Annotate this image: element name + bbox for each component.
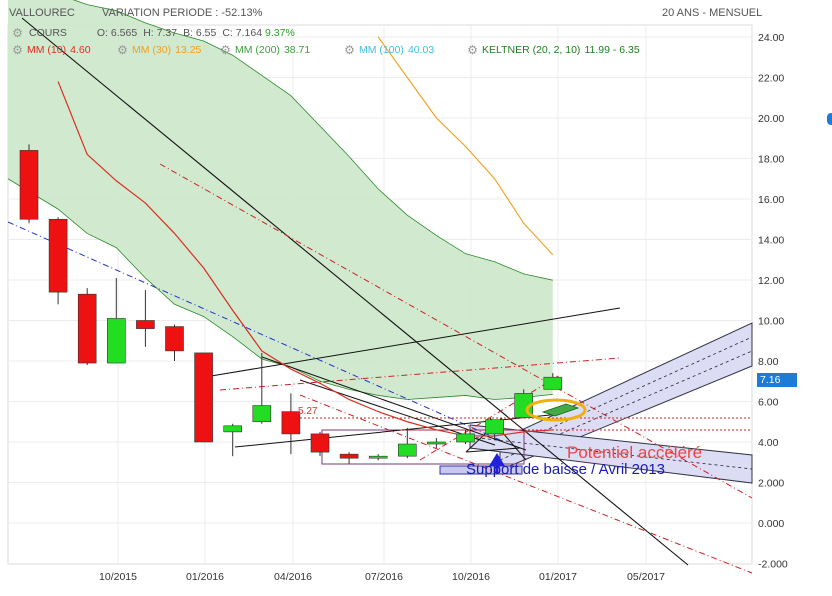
support-box: [439, 465, 523, 475]
red-dashdot-line: [159, 163, 753, 499]
up-arrow-icon: [489, 453, 505, 466]
x-tick-label: 01/2016: [186, 571, 224, 583]
channel-midline: [469, 436, 753, 470]
period-label: 20 ANS - MENSUEL: [662, 7, 763, 19]
up-candle: [397, 443, 417, 457]
trend-line: [465, 447, 521, 453]
legend-item[interactable]: ⚙ KELTNER (20, 2, 10) 11.99 - 6.35: [467, 42, 640, 57]
down-candle: [310, 433, 330, 453]
x-tick-label: 04/2016: [274, 571, 312, 583]
highlight-ellipse: [525, 398, 587, 422]
gear-icon[interactable]: ⚙: [12, 42, 23, 57]
legend-label: MM (200): [235, 44, 280, 56]
channel-midline: [499, 336, 753, 452]
legend-item[interactable]: ⚙ MM (10) 4.60: [12, 42, 91, 57]
y-tick-label: 0.000: [758, 518, 784, 530]
down-candle: [19, 150, 39, 220]
up-candle: [252, 405, 272, 423]
down-candle: [194, 352, 213, 443]
cours-label: COURS: [29, 27, 67, 39]
legend-item[interactable]: ⚙ MM (100) 40.03: [344, 42, 435, 57]
down-candle: [339, 453, 359, 459]
down-candle: [165, 326, 184, 352]
x-tick-label: 10/2016: [452, 571, 490, 583]
legend-value: 4.60: [70, 44, 91, 56]
up-candle: [485, 419, 504, 435]
red-dashdot-line: [299, 394, 753, 574]
y-tick-label: 8.00: [758, 356, 779, 368]
channel-midline: [499, 350, 753, 461]
legend-label: MM (30): [132, 44, 172, 56]
up-candle: [427, 441, 446, 445]
up-candle: [223, 425, 242, 433]
y-tick-label: 24.00: [758, 32, 784, 44]
y-tick-label: 2.000: [758, 478, 784, 490]
gear-icon[interactable]: ⚙: [467, 42, 478, 57]
gear-icon[interactable]: ⚙: [220, 42, 231, 57]
gear-icon[interactable]: ⚙: [12, 25, 23, 40]
ohlc-readout: ⚙ COURS O: 6.565 H: 7.37 B: 6.55 C: 7.16…: [12, 25, 295, 40]
y-tick-label: 10.00: [758, 316, 784, 328]
y-tick-label: 20.00: [758, 113, 784, 125]
legend-value: 13.25: [175, 44, 202, 56]
y-tick-label: -2.000: [758, 559, 788, 571]
y-tick-label: 18.00: [758, 154, 784, 166]
gear-icon[interactable]: ⚙: [344, 42, 355, 57]
change-value: 9.37%: [265, 27, 295, 39]
keltner-upper-line: [72, 0, 553, 281]
level-label: 5.27: [298, 406, 318, 417]
down-candle: [48, 218, 68, 293]
legend-value: 11.99 - 6.35: [584, 44, 640, 56]
keltner-band: [8, 0, 553, 400]
legend-value: 38.71: [283, 44, 311, 56]
low-value: B: 6.55: [183, 27, 217, 39]
y-tick-label: 22.00: [758, 73, 784, 85]
mm-30--line: [377, 36, 554, 256]
legend-item[interactable]: ⚙ MM (30) 13.25: [117, 42, 202, 57]
major-downtrend-line: [21, 17, 689, 566]
potential-annotation: Potentiel accéléré: [567, 443, 703, 462]
gear-icon[interactable]: ⚙: [117, 42, 128, 57]
x-tick-label: 05/2017: [627, 571, 665, 583]
y-tick-label: 16.00: [758, 194, 784, 206]
up-candle: [368, 455, 388, 459]
last-price-badge: 7.16: [757, 373, 797, 387]
resistance-line: [204, 307, 621, 378]
up-candle: [456, 433, 475, 443]
down-candle: [136, 320, 155, 329]
down-candle: [281, 411, 301, 435]
up-candle: [543, 376, 563, 390]
open-value: O: 6.565: [96, 27, 138, 39]
symbol-label: VALLOUREC: [9, 7, 75, 19]
up-candle: [107, 318, 126, 364]
x-tick-label: 07/2016: [365, 571, 403, 583]
scroll-handle[interactable]: [827, 113, 832, 125]
arrow-marker: [541, 403, 580, 417]
y-tick-label: 12.00: [758, 275, 784, 287]
y-tick-label: 6.00: [758, 397, 779, 409]
trend-line: [234, 413, 561, 448]
down-candle: [77, 293, 97, 364]
y-tick-label: 4.00: [758, 437, 779, 449]
legend-label: MM (10): [27, 44, 67, 56]
variation-label: VARIATION PERIODE : -52.13%: [102, 7, 263, 19]
x-tick-label: 01/2017: [539, 571, 577, 583]
x-tick-label: 10/2015: [99, 571, 137, 583]
y-tick-label: 14.00: [758, 235, 784, 247]
legend-value: 40.03: [407, 44, 435, 56]
long-support-line: [7, 221, 501, 441]
legend-label: KELTNER (20, 2, 10): [482, 44, 581, 56]
legend-label: MM (100): [359, 44, 404, 56]
high-value: H: 7.37: [143, 27, 178, 39]
close-value: C: 7.164: [222, 27, 263, 39]
legend-item[interactable]: ⚙ MM (200) 38.71: [220, 42, 311, 57]
support-annotation: Support de baisse / Avril 2013: [466, 461, 666, 478]
red-dashdot-line: [219, 357, 621, 391]
trend-line: [261, 356, 527, 451]
